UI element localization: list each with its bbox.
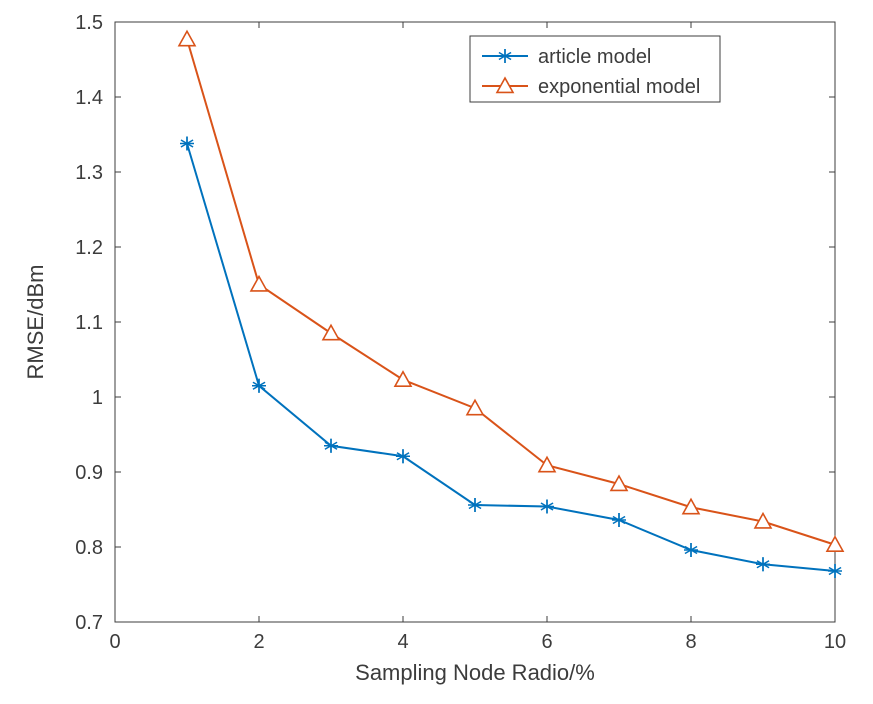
y-tick-label: 1.3: [75, 162, 103, 184]
y-tick-label: 1.1: [75, 312, 103, 334]
y-tick-label: 0.7: [75, 612, 103, 634]
chart-container: 0 2 4 6 8 10 0.7 0.8 0.9 1 1.1 1.2 1.3 1.4 1.5 Sampling…: [0, 0, 873, 704]
x-tick-label: 0: [109, 631, 120, 653]
y-tick-label: 1: [92, 387, 103, 409]
y-tick-label: 1.4: [75, 87, 103, 109]
x-tick-label: 6: [541, 631, 552, 653]
x-tick-label: 2: [253, 631, 264, 653]
y-tick-label: 1.2: [75, 237, 103, 259]
y-tick-label: 1.5: [75, 12, 103, 34]
y-axis-label: RMSE/dBm: [23, 265, 48, 380]
legend-item-label: article model: [538, 46, 651, 68]
legend-item-label: exponential model: [538, 76, 700, 98]
y-tick-label: 0.9: [75, 462, 103, 484]
series-0: [180, 137, 842, 579]
x-axis-label: Sampling Node Radio/%: [355, 660, 595, 685]
x-tick-label: 10: [824, 631, 846, 653]
series-1: [179, 31, 843, 551]
x-tick-label: 4: [397, 631, 408, 653]
legend: article model exponential model: [470, 36, 720, 102]
y-tick-label: 0.8: [75, 537, 103, 559]
x-tick-label: 8: [685, 631, 696, 653]
line-chart: 0 2 4 6 8 10 0.7 0.8 0.9 1 1.1 1.2 1.3 1.4 1.5 Sampling…: [0, 0, 873, 704]
